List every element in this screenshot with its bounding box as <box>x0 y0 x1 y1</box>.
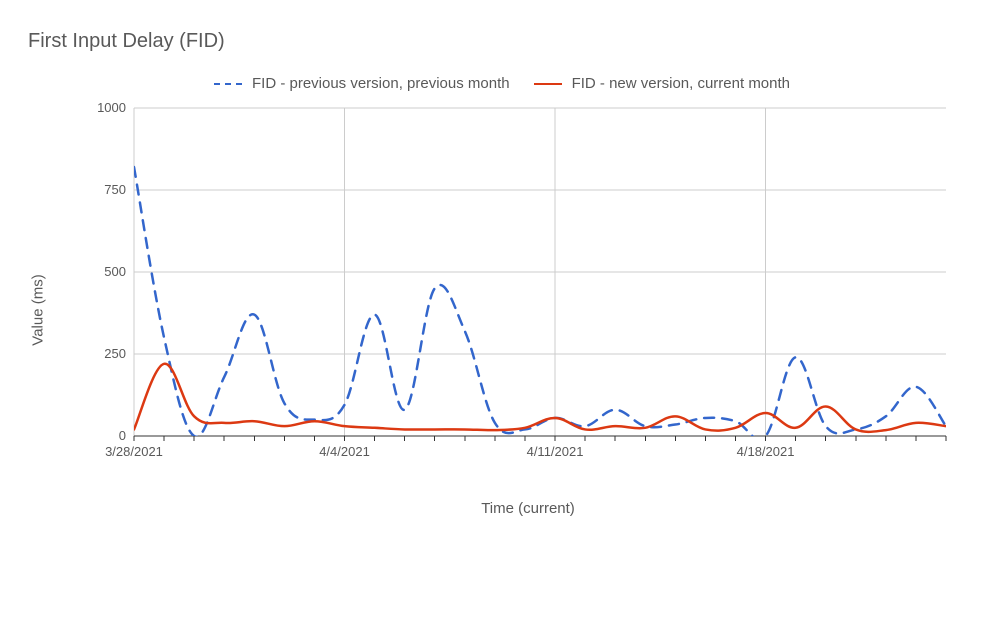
x-tick-label: 4/11/2021 <box>527 444 584 459</box>
y-axis-label: Value (ms) <box>30 274 47 345</box>
legend-label-previous: FID - previous version, previous month <box>252 75 510 92</box>
legend-item-current: FID - new version, current month <box>534 75 790 92</box>
y-tick-label: 1000 <box>97 102 126 115</box>
chart-title: First Input Delay (FID) <box>28 30 976 53</box>
plot-area: Value (ms) 025050075010003/28/20214/4/20… <box>90 102 966 517</box>
plot-svg: 0 250 500 750 1000 3/28/2021 4/4/2021 4/11/2021… <box>90 102 950 462</box>
legend-item-previous: FID - previous version, previous month <box>214 75 510 92</box>
y-tick-label: 500 <box>104 264 126 279</box>
legend-swatch-current <box>534 83 562 85</box>
y-tick-label: 250 <box>104 346 126 361</box>
x-axis-label: Time (current) <box>90 500 966 517</box>
y-tick-label: 750 <box>104 182 126 197</box>
legend-swatch-previous <box>214 83 242 85</box>
legend: FID - previous version, previous month FI… <box>28 75 976 92</box>
y-tick-label: 0 <box>119 428 126 443</box>
series-line-previous <box>134 167 946 439</box>
x-tick-label: 4/18/2021 <box>737 444 795 459</box>
x-tick-label: 3/28/2021 <box>105 444 163 459</box>
x-tick-label: 4/4/2021 <box>319 444 370 459</box>
chart-container: First Input Delay (FID) FID - previous v… <box>0 0 1004 620</box>
legend-label-current: FID - new version, current month <box>572 75 790 92</box>
